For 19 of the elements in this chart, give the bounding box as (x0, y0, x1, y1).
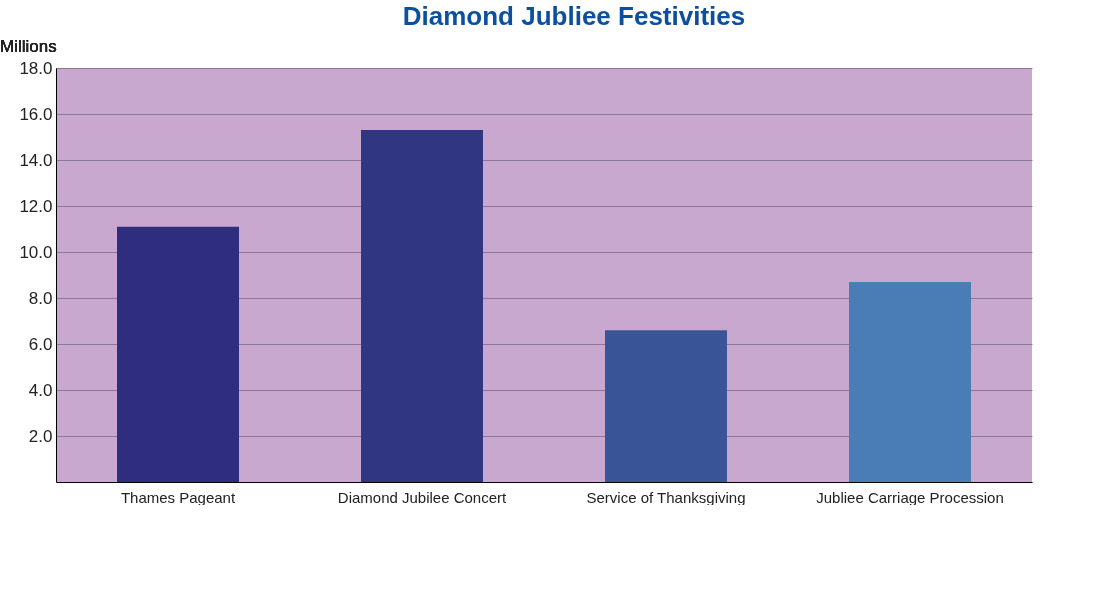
y-tick-label: 6.0 (28, 334, 53, 354)
x-tick-label: Thames Pageant (120, 488, 236, 506)
y-tick-label: 16.0 (19, 104, 53, 124)
bar (605, 330, 727, 482)
x-tick-label: Jubliee Carriage Procession (816, 488, 1004, 506)
x-tick-label: Service of Thanksgiving (586, 488, 746, 506)
x-tick-label: Diamond Jubilee Concert (337, 488, 508, 506)
y-tick-label: 4.0 (28, 380, 53, 400)
y-tick-label: 14.0 (19, 150, 53, 170)
y-tick-label: 8.0 (28, 288, 53, 308)
y-tick-label: 18.0 (19, 58, 53, 78)
bar (117, 226, 239, 482)
bar (361, 130, 483, 482)
y-axis-title: Millions (0, 37, 57, 56)
y-tick-label: 10.0 (19, 242, 53, 262)
y-tick-label: 12.0 (19, 196, 53, 216)
y-tick-label: 2.0 (28, 426, 53, 446)
chart-title: Diamond Jubliee Festivities (402, 1, 746, 31)
bar (849, 281, 971, 482)
